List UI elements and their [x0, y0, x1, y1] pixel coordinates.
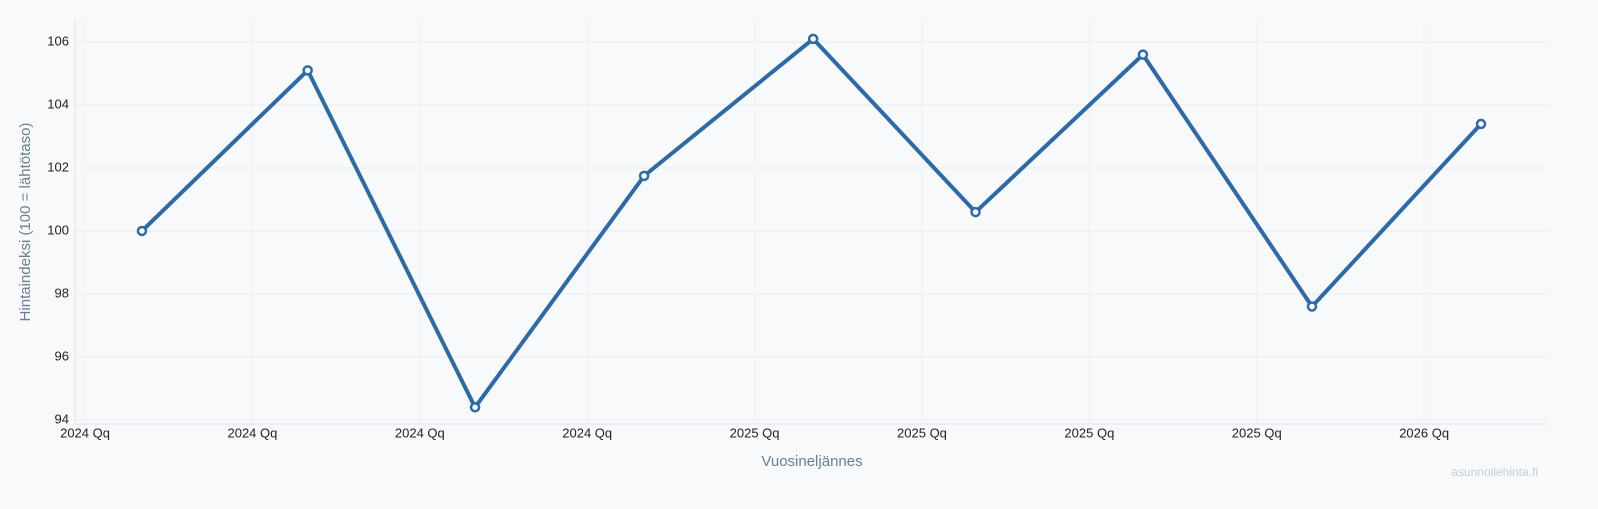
y-tick-label: 94 [55, 411, 69, 426]
y-tick-label: 104 [47, 96, 69, 111]
point [638, 170, 650, 182]
y-tick-label: 100 [47, 222, 69, 237]
x-tick-label: 2024 Qq [395, 425, 445, 440]
y-tick-label: 98 [55, 285, 69, 300]
point [1137, 49, 1149, 60]
x-tick-label: 2025 Qq [1232, 425, 1282, 440]
x-tick-label: 2025 Qq [897, 425, 947, 440]
point [1306, 301, 1318, 312]
x-tick-label: 2024 Qq [227, 425, 277, 440]
y-tick-label: 106 [47, 33, 69, 48]
x-tick-label: 2024 Qq [562, 425, 612, 440]
point [469, 402, 481, 413]
watermark: asunnollehinta.fi [1451, 465, 1538, 479]
y-axis-title: Hintaindeksi (100 = lähtötaso) [17, 123, 34, 322]
point [807, 33, 819, 45]
x-axis-title: Vuosineljännes [761, 453, 862, 470]
x-tick-label: 2025 Qq [1064, 425, 1114, 440]
y-tick-label: 96 [55, 348, 69, 363]
point [1475, 118, 1487, 130]
point [136, 225, 148, 237]
y-tick-label: 102 [47, 159, 69, 174]
x-tick-label: 2026 Qq [1399, 425, 1449, 440]
point [970, 206, 981, 218]
point [302, 65, 313, 76]
x-tick-label: 2025 Qq [730, 425, 780, 440]
x-tick-label: 2024 Qq [60, 425, 110, 440]
